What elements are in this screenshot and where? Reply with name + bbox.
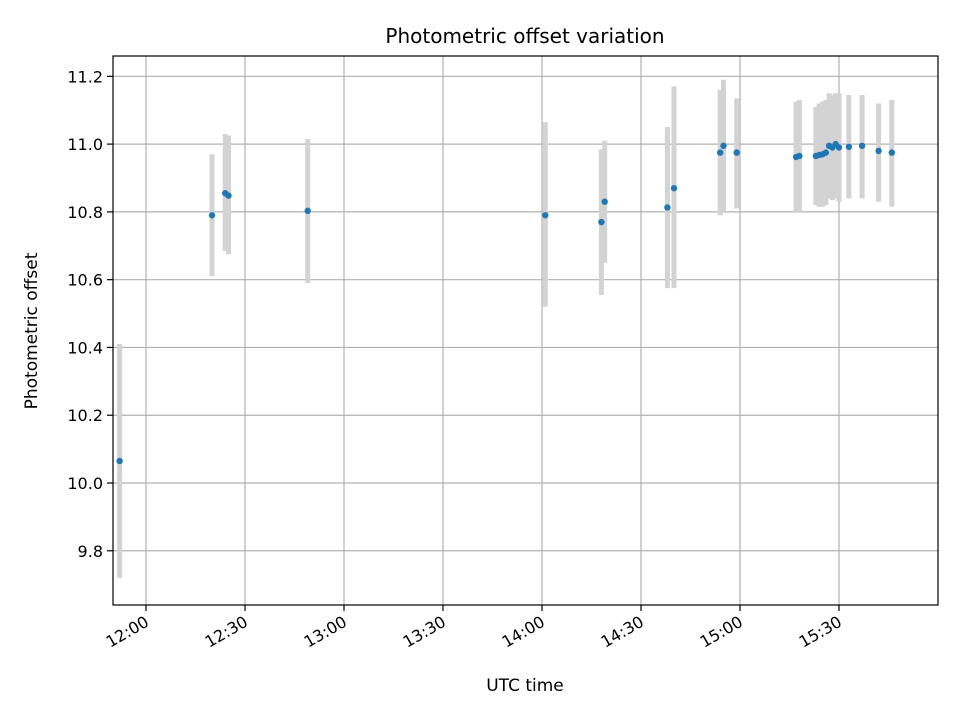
y-tick-label: 9.8 [78,542,103,561]
y-tick-label: 10.6 [67,271,103,290]
data-point [717,149,724,156]
data-point [845,143,853,151]
data-point [208,212,216,219]
data-point [598,218,605,226]
data-point [601,198,608,205]
grid [113,56,938,605]
y-axis-title: Photometric offset [22,252,42,409]
chart-title: Photometric offset variation [385,24,664,48]
y-tick-labels: 9.8 10.0 10.2 10.4 10.6 10.8 11.0 11.2 [67,67,103,560]
data-point [720,142,727,150]
y-tick-label: 10.8 [67,203,103,222]
y-tick-label: 10.2 [67,406,103,425]
data-point [835,144,843,151]
data-point [304,207,311,215]
y-tick-label: 10.0 [67,474,103,493]
y-tick-label: 10.4 [67,338,103,357]
data-point [542,212,549,219]
data-point [670,184,678,192]
x-axis-title: UTC time [486,676,564,696]
data-point [116,457,123,465]
y-tick-label: 11.2 [67,67,103,86]
data-point [858,142,866,150]
data-point [664,204,671,211]
data-point [225,192,232,199]
axis-ticks [107,75,840,611]
data-point [875,147,882,155]
data-points [116,140,895,465]
plot-frame [112,55,939,606]
y-tick-label: 11.0 [67,135,103,154]
data-point [888,149,895,156]
data-point [822,149,829,156]
data-point [733,149,740,156]
data-point [796,152,803,160]
